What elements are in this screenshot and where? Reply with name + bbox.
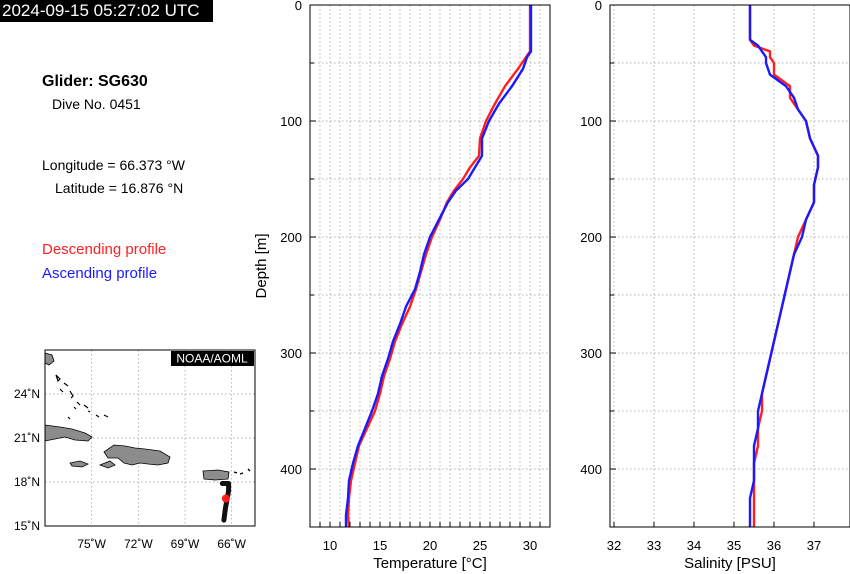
y-tick-label: 100 [580, 114, 602, 129]
x-tick-label: 15 [373, 538, 387, 553]
latitude-readout: Latitude = 16.876 °N [55, 180, 184, 196]
y-tick-label: 200 [580, 230, 602, 245]
map-lon-label: 69˚W [171, 537, 200, 551]
timestamp-banner: 2024-09-15 05:27:02 UTC [0, 0, 213, 22]
temperature-series [344, 5, 533, 528]
salinity-grid [610, 4, 850, 528]
depth-y-label: Depth [m] [253, 233, 270, 298]
land-bahamas-1 [55, 374, 89, 410]
x-tick-label: 37 [807, 538, 821, 553]
land-bahamas-2 [67, 410, 109, 420]
map-credit-label: NOAA/AOML [176, 352, 248, 366]
glider-position-marker [221, 494, 230, 503]
salinity-series [748, 5, 820, 527]
x-tick-label: 30 [523, 538, 537, 553]
x-tick-label: 35 [727, 538, 741, 553]
y-tick-label: 400 [580, 462, 602, 477]
land-cuba [45, 424, 93, 442]
dive-number: Dive No. 0451 [52, 96, 141, 112]
map-lat-label: 15˚N [14, 519, 40, 533]
glider-title: Glider: SG630 [42, 73, 148, 90]
salinity-x-label: Salinity [PSU] [684, 555, 776, 572]
legend-descending: Descending profile [42, 241, 167, 258]
x-tick-label: 25 [473, 538, 487, 553]
map-lat-label: 18˚N [14, 475, 40, 489]
ascending-profile-line [748, 5, 820, 527]
salinity-chart: 32 33 34 35 36 37 0 100 200 300 400 Salinity [PSU] [580, 0, 850, 572]
land-florida [45, 352, 55, 366]
map-lat-label: 21˚N [14, 431, 40, 445]
land-virgin-islands [233, 468, 251, 475]
temperature-x-label: Temperature [°C] [373, 555, 487, 572]
x-tick-label: 36 [767, 538, 781, 553]
y-tick-label: 400 [280, 462, 302, 477]
map-lon-label: 66˚W [217, 537, 246, 551]
map-axes: 24˚N 21˚N 18˚N 15˚N 75˚W 72˚W 69˚W 66˚W [14, 387, 247, 551]
y-tick-label: 0 [295, 0, 302, 13]
y-tick-label: 300 [280, 346, 302, 361]
y-tick-label: 0 [595, 0, 602, 13]
y-tick-label: 200 [280, 230, 302, 245]
x-tick-label: 32 [607, 538, 621, 553]
x-tick-label: 33 [647, 538, 661, 553]
map-lon-label: 75˚W [77, 537, 106, 551]
ascending-profile-line [344, 5, 533, 527]
land-jamaica [69, 460, 89, 468]
location-map: NOAA/AOML 24˚N 21˚N 18˚N 15˚N 75˚W 72˚W 69˚W 66… [14, 349, 256, 551]
map-lon-label: 72˚W [124, 537, 153, 551]
descending-profile-line [346, 5, 532, 528]
map-land [45, 352, 251, 481]
land-hispaniola [98, 444, 171, 469]
x-tick-label: 10 [323, 538, 337, 553]
y-tick-label: 300 [580, 346, 602, 361]
y-tick-label: 100 [280, 114, 302, 129]
x-tick-label: 34 [687, 538, 701, 553]
salinity-ticks: 32 33 34 35 36 37 0 100 200 300 400 [580, 0, 821, 553]
legend-ascending: Ascending profile [42, 265, 158, 282]
land-puerto-rico [202, 469, 230, 481]
x-tick-label: 20 [423, 538, 437, 553]
longitude-readout: Longitude = 66.373 °W [42, 157, 185, 173]
map-lat-label: 24˚N [14, 387, 40, 401]
